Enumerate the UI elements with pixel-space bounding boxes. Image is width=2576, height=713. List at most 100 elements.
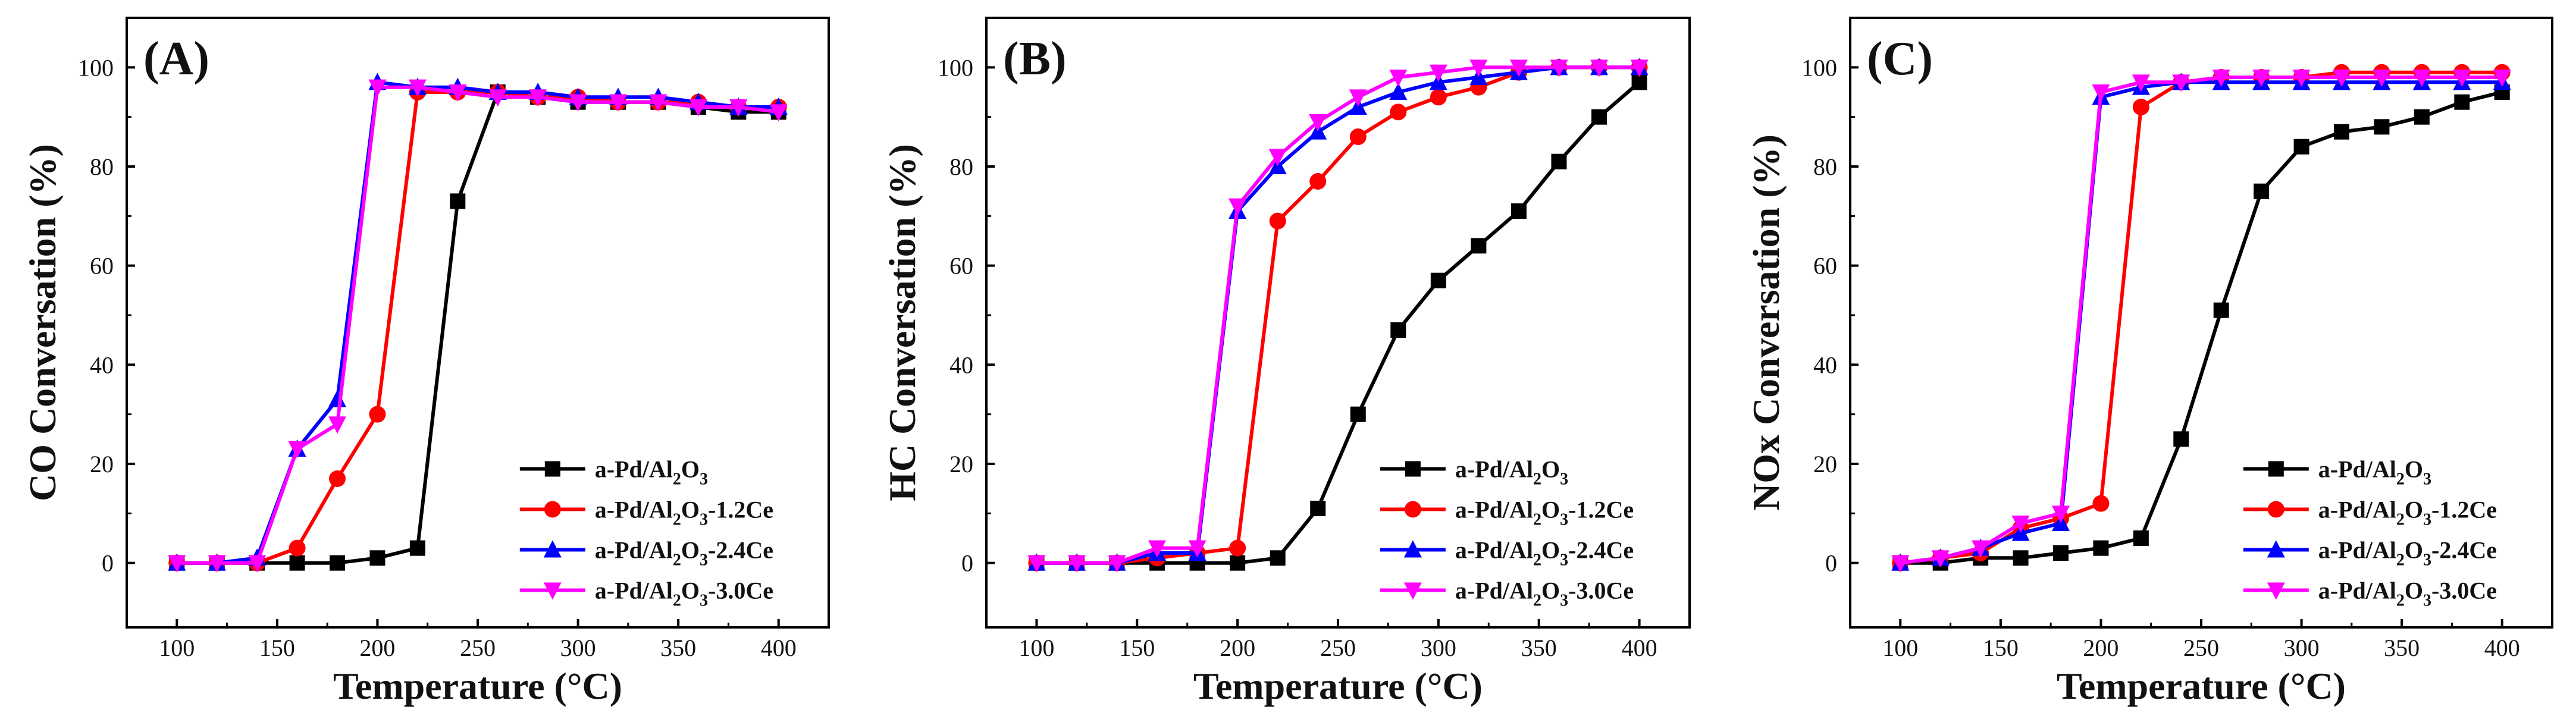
y-tick-label: 80 bbox=[90, 153, 114, 180]
data-point bbox=[2252, 70, 2271, 87]
y-tick-label: 60 bbox=[1813, 253, 1837, 279]
series-line bbox=[1900, 90, 2503, 565]
data-point bbox=[208, 555, 226, 573]
x-tick-label: 300 bbox=[1421, 635, 1456, 661]
data-point bbox=[2373, 70, 2391, 87]
data-point bbox=[769, 104, 788, 122]
y-tick-label: 100 bbox=[938, 54, 973, 81]
y-axis-title: NOx Conversation (%) bbox=[1745, 134, 1787, 511]
y-tick-label: 20 bbox=[1813, 451, 1837, 478]
data-point bbox=[1350, 406, 1366, 422]
data-point bbox=[1229, 539, 1246, 557]
data-point bbox=[529, 89, 547, 107]
data-point bbox=[1430, 272, 1446, 288]
data-point bbox=[2173, 431, 2189, 447]
data-point bbox=[488, 89, 507, 107]
data-point bbox=[1590, 59, 1609, 77]
data-point bbox=[368, 79, 387, 97]
data-point bbox=[689, 99, 707, 117]
data-point bbox=[328, 390, 346, 407]
data-point bbox=[409, 540, 425, 556]
legend-entry: a-Pd/Al2O3-2.4Ce bbox=[519, 537, 773, 570]
data-point bbox=[569, 94, 587, 112]
legend-label: a-Pd/Al2O3-1.2Ce bbox=[1455, 497, 1634, 529]
y-tick-label: 40 bbox=[1813, 351, 1837, 378]
x-tick-label: 150 bbox=[259, 635, 295, 661]
x-tick-label: 100 bbox=[1019, 635, 1054, 661]
y-axis-title: CO Conversation (%) bbox=[21, 144, 64, 501]
panel-label: (A) bbox=[143, 33, 209, 85]
data-point bbox=[2132, 74, 2150, 92]
data-point bbox=[1509, 59, 1528, 77]
y-tick-label: 40 bbox=[90, 351, 114, 378]
x-tick-label: 300 bbox=[560, 635, 596, 661]
data-point bbox=[2333, 70, 2351, 87]
data-point bbox=[1551, 153, 1567, 169]
y-tick-label: 40 bbox=[949, 351, 973, 378]
data-point bbox=[1630, 59, 1649, 77]
data-point bbox=[2093, 540, 2109, 556]
data-point bbox=[330, 555, 345, 571]
series-line bbox=[1036, 65, 1640, 565]
data-point bbox=[1891, 555, 1910, 573]
data-point bbox=[2453, 70, 2471, 87]
data-point bbox=[168, 555, 186, 573]
y-tick-label: 20 bbox=[90, 451, 114, 478]
legend-marker bbox=[1403, 540, 1422, 558]
series-line bbox=[1036, 65, 1640, 565]
x-tick-label: 200 bbox=[2083, 635, 2119, 661]
data-point bbox=[1349, 128, 1367, 145]
data-point bbox=[1972, 540, 1990, 558]
series-line bbox=[177, 90, 779, 565]
data-point bbox=[2092, 84, 2110, 102]
x-tick-label: 200 bbox=[1220, 635, 1255, 661]
legend-marker bbox=[2267, 582, 2285, 600]
data-point bbox=[289, 539, 306, 557]
x-axis-title: Temperature (°C) bbox=[2057, 665, 2346, 707]
data-point bbox=[1931, 550, 1950, 568]
legend-marker bbox=[1405, 461, 1421, 477]
data-point bbox=[649, 94, 667, 112]
legend-marker bbox=[2268, 461, 2284, 477]
data-point bbox=[289, 555, 305, 571]
data-point bbox=[1591, 109, 1607, 125]
legend-marker bbox=[1404, 501, 1421, 518]
data-point bbox=[1310, 501, 1326, 516]
x-tick-label: 200 bbox=[359, 635, 395, 661]
legend-label: a-Pd/Al2O3 bbox=[1455, 456, 1568, 489]
data-point bbox=[1269, 212, 1286, 230]
data-point bbox=[2053, 545, 2069, 561]
legend-label: a-Pd/Al2O3-2.4Ce bbox=[595, 537, 773, 570]
x-tick-label: 400 bbox=[761, 635, 797, 661]
panel-c: 100 150 200 250 300 350 400 0 20 40 60 80 100 Tempera… bbox=[1745, 17, 2553, 707]
data-point bbox=[450, 193, 466, 209]
data-point bbox=[2011, 516, 2030, 533]
legend-label: a-Pd/Al2O3-3.0Ce bbox=[595, 577, 773, 610]
legend-entry: a-Pd/Al2O3-2.4Ce bbox=[1380, 537, 1634, 570]
data-point bbox=[1390, 103, 1407, 121]
y-tick-label: 100 bbox=[1801, 54, 1837, 81]
series-line bbox=[1900, 70, 2502, 565]
data-point bbox=[1229, 198, 1247, 216]
data-point bbox=[2052, 505, 2070, 523]
data-point bbox=[1309, 173, 1327, 190]
x-tick-label: 150 bbox=[1119, 635, 1155, 661]
legend-label: a-Pd/Al2O3 bbox=[595, 456, 708, 489]
x-tick-label: 350 bbox=[660, 635, 696, 661]
legend-label: a-Pd/Al2O3-3.0Ce bbox=[2318, 577, 2497, 610]
x-tick-label: 250 bbox=[1320, 635, 1356, 661]
data-point bbox=[2172, 74, 2190, 92]
data-point bbox=[329, 470, 346, 487]
legend-entry: a-Pd/Al2O3-1.2Ce bbox=[519, 497, 773, 529]
legend-marker bbox=[2267, 540, 2285, 558]
legend-label: a-Pd/Al2O3-2.4Ce bbox=[2318, 537, 2497, 570]
panel-label: (B) bbox=[1003, 33, 1067, 85]
data-point bbox=[1471, 238, 1487, 254]
x-axis-title: Temperature (°C) bbox=[333, 665, 622, 707]
series-line bbox=[1900, 80, 2502, 565]
data-point bbox=[248, 555, 267, 573]
data-point bbox=[1429, 64, 1447, 82]
y-tick-label: 80 bbox=[949, 153, 973, 180]
legend-marker bbox=[544, 501, 561, 518]
